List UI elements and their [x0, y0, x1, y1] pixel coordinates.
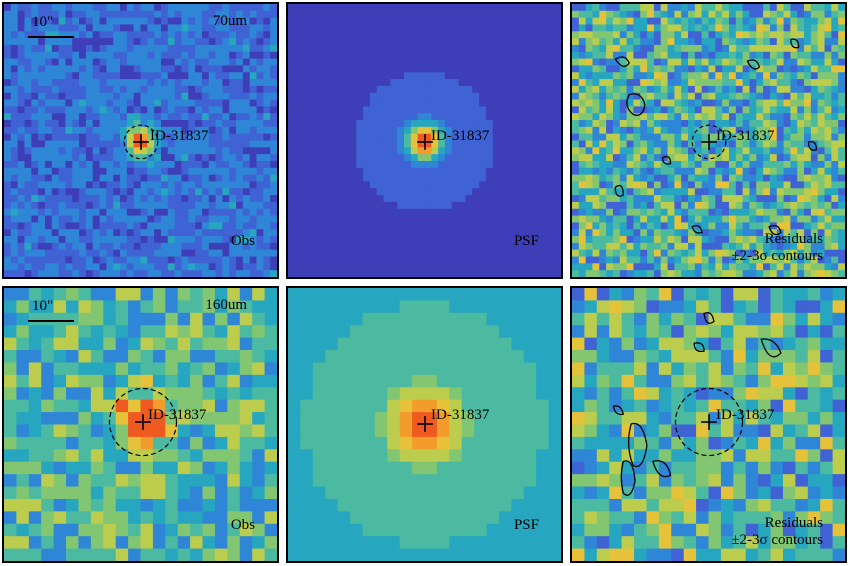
residuals-title: Residuals	[764, 515, 823, 531]
obs-160um-image	[4, 288, 277, 561]
psf-label: PSF	[513, 517, 539, 533]
residual-160um-panel: ID-31837 Residuals ±2-3σ contours	[570, 286, 847, 563]
residual-70um-panel: ID-31837 Residuals ±2-3σ contours	[570, 2, 847, 279]
obs-160um-panel: 10" 160um ID-31837 Obs	[2, 286, 279, 563]
source-id-label: ID-31837	[431, 128, 490, 144]
source-id-label: ID-31837	[148, 407, 207, 423]
band-label: 160um	[205, 297, 247, 313]
psf-70um-image	[288, 4, 561, 277]
scale-bar-label: 10"	[32, 298, 54, 314]
psf-70um-panel: ID-31837 PSF	[286, 2, 563, 279]
psf-160um-panel: ID-31837 PSF	[286, 286, 563, 563]
contours-legend: ±2-3σ contours	[731, 532, 823, 548]
obs-label: Obs	[230, 517, 255, 533]
residuals-label: Residuals ±2-3σ contours	[731, 231, 823, 265]
residuals-label: Residuals ±2-3σ contours	[731, 515, 823, 549]
residuals-title: Residuals	[764, 231, 823, 247]
contours-legend: ±2-3σ contours	[731, 248, 823, 264]
psf-160um-image	[288, 288, 561, 561]
obs-label: Obs	[230, 233, 255, 249]
obs-70um-image	[4, 4, 277, 277]
scale-bar-label: 10"	[32, 14, 54, 30]
residual-160um-image	[572, 288, 845, 561]
obs-70um-panel: 10" 70um ID-31837 Obs	[2, 2, 279, 279]
source-id-label: ID-31837	[150, 128, 209, 144]
scale-bar: 10"	[28, 14, 74, 38]
source-id-label: ID-31837	[716, 407, 775, 423]
source-id-label: ID-31837	[431, 407, 490, 423]
band-label: 70um	[212, 13, 247, 29]
residual-70um-image	[572, 4, 845, 277]
source-id-label: ID-31837	[716, 128, 775, 144]
psf-label: PSF	[513, 233, 539, 249]
scale-bar: 10"	[28, 298, 74, 322]
